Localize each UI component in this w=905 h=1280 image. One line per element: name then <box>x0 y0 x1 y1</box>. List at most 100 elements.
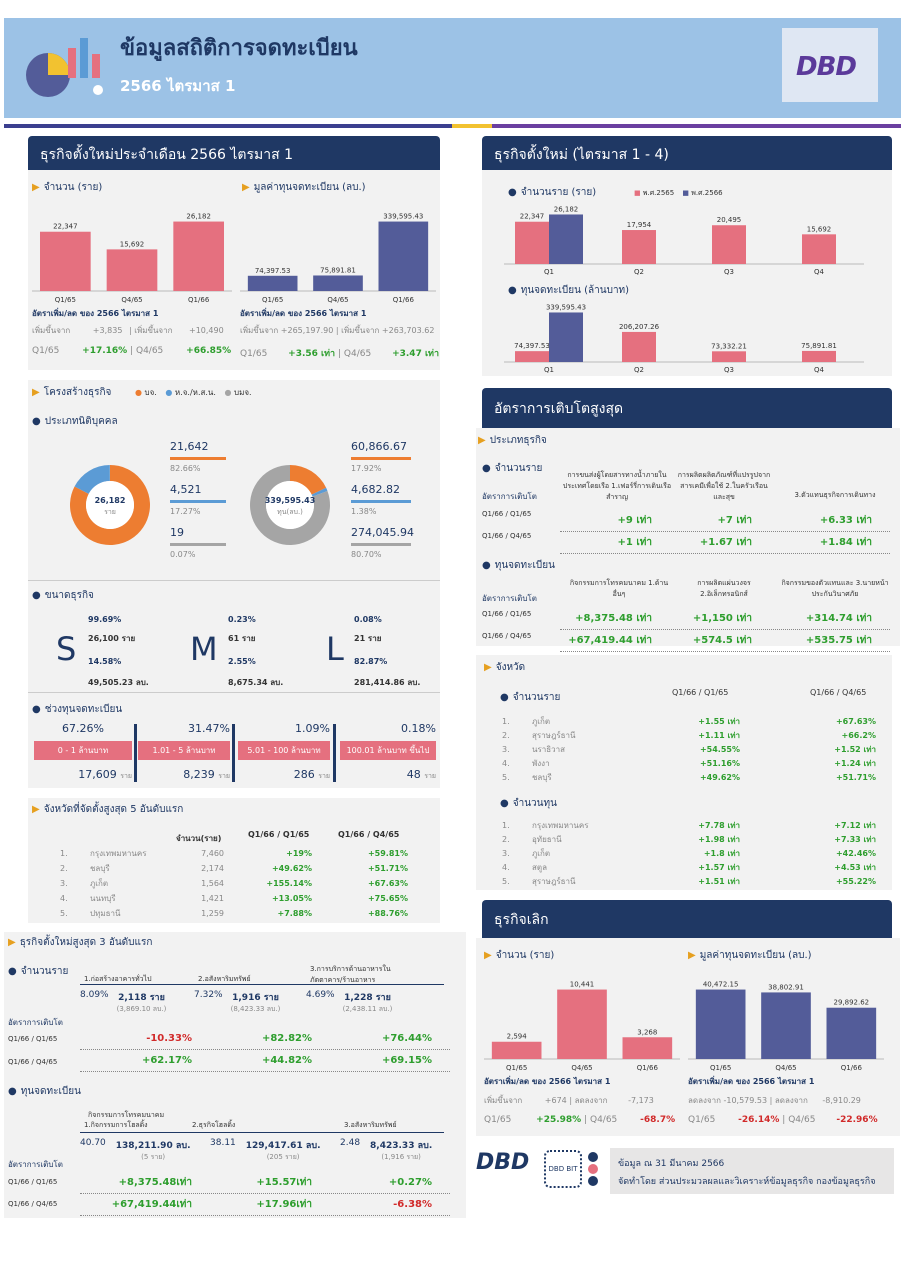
capital-label: ▶ มูลค่าทุนจดทะเบียน (ลบ.) <box>242 182 366 193</box>
value-label: 3,268 <box>637 1028 657 1036</box>
type-header: 3.ตัวแทนธุรกิจการเดินทาง <box>794 491 876 499</box>
bar <box>549 214 583 264</box>
value-label: 15,692 <box>807 225 832 233</box>
growth-row: +9 เท่า +7 เท่า +6.33 เท่า <box>560 510 890 532</box>
table-row: 3. นราธิวาส +54.55% +1.52 เท่า <box>502 744 876 754</box>
donut-slice <box>70 465 150 545</box>
section-title: อัตราการเติบโตสูงสุด <box>482 388 892 430</box>
type-header: กิจกรรมของตัวแทนและ 3.นายหน้าประกันวินาศ… <box>781 579 889 598</box>
table-row: 3. ภูเก็ต +1.8 เท่า +42.46% <box>502 848 876 858</box>
footer-info-box <box>610 1148 894 1194</box>
rate-label: อัตราเพิ่ม/ลด ของ 2566 ไตรมาส 1 <box>32 309 159 318</box>
structure-label: ▶ โครงสร้างธุรกิจ <box>32 387 112 398</box>
section-title: ธุรกิจเลิก <box>482 900 892 940</box>
growth-value: +574.5 เท่า <box>692 635 752 646</box>
type-value: 4.69% 1,228 ราย (2,438.11 ลบ.) <box>306 990 393 1013</box>
period-label: Q1/66 / Q4/65 <box>482 632 532 640</box>
bar <box>826 1007 877 1059</box>
value-label: 22,347 <box>53 223 77 231</box>
range-separator <box>134 724 137 782</box>
rate-label: อัตราเพิ่ม/ลด ของ 2566 ไตรมาส 1 <box>688 1077 815 1086</box>
type-header: การผลิตผลิตภัณฑ์ที่แปรรูปจากสารเคมีเพื่อ… <box>677 471 771 501</box>
social-icons <box>588 1152 598 1188</box>
monthly-capital-chart: 74,397.53 Q1/65 75,891.81 Q4/65 339,595.43 Q1… <box>240 213 436 304</box>
table-row: 2. สุราษฎร์ธานี +1.11 เท่า +66.2% <box>502 730 876 740</box>
facebook-icon[interactable] <box>588 1152 598 1162</box>
x-tick-label: Q1/65 <box>55 296 76 304</box>
legend-pct: 1.38% <box>351 507 377 516</box>
size-letter: S <box>56 630 77 668</box>
table-row: 5. ชลบุรี +49.62% +51.71% <box>502 772 876 782</box>
growth-rate-label: อัตราการเติบโต <box>482 594 537 603</box>
growth-row: -10.33% +82.82% +76.44% <box>80 1028 450 1050</box>
divider <box>452 124 901 128</box>
type-header: การขนส่งผู้โดยสารทางน้ำภายในประเทศโดยเรื… <box>562 471 672 501</box>
size-s-stats: 99.69% 26,100 ราย 14.58% 49,505.23 ลบ. <box>88 615 149 687</box>
count-rate-row: Q1/65 +17.16% | Q4/65 +66.85% <box>32 346 232 356</box>
value-label: 74,397.53 <box>514 342 550 350</box>
period-label: Q1/66 / Q1/65 <box>482 510 532 518</box>
top3-count-label: ● จำนวนราย <box>8 966 69 977</box>
structure-panel <box>28 380 440 788</box>
donut-slice <box>250 465 330 545</box>
x-tick-label: Q3 <box>724 268 734 276</box>
growth-value: +7 เท่า <box>717 515 752 526</box>
legend-value: 4,682.82 <box>351 483 400 496</box>
type-pre: กิจกรรมการโทรคมนาคม <box>88 1111 165 1119</box>
x-tick-label: Q2 <box>634 268 644 276</box>
section-title: ธุรกิจตั้งใหม่ประจำเดือน 2566 ไตรมาส 1 <box>28 136 440 174</box>
growth-row: +67,419.44 เท่า +574.5 เท่า +535.75 เท่า <box>560 630 890 652</box>
size-letter: L <box>326 630 344 668</box>
growth-row: +62.17% +44.82% +69.15% <box>80 1050 450 1072</box>
closed-count-chart: 2,594 Q1/65 10,441 Q4/65 3,268 Q1/66 <box>484 981 680 1072</box>
range-separator <box>232 724 235 782</box>
growth-value: +82.82% <box>261 1033 312 1044</box>
growth-value: +1 เท่า <box>617 537 652 548</box>
type-header: 3.การบริการด้านอาหารในภัตตาคาร/ร้านอาหาร <box>310 965 391 984</box>
growth-value: +1,150 เท่า <box>692 613 752 624</box>
donut2-legend: 60,866.67 17.92% 4,682.82 1.38% 274,045.… <box>351 440 414 559</box>
donut1-legend: 21,642 82.66% 4,521 17.27% 19 0.07% <box>170 440 226 559</box>
growth-value: +1.84 เท่า <box>819 537 872 548</box>
period-label: Q1/66 / Q1/65 <box>8 1035 58 1043</box>
growth-value: +535.75 เท่า <box>805 635 872 646</box>
range-card: 1.09% 5.01 - 100 ล้านบาท 286 ราย <box>238 722 330 782</box>
x-tick-label: Q1/65 <box>710 1064 731 1072</box>
closed-count-label: ▶ จำนวน (ราย) <box>484 950 555 961</box>
x-tick-label: Q1 <box>544 268 554 276</box>
count-inc-row: เพิ่มขึ้นจาก +3,835 | เพิ่มขึ้นจาก +10,4… <box>32 326 224 335</box>
juristic-capital-donut <box>250 465 330 545</box>
closed-cap-rate: Q1/65 -26.14% | Q4/65 -22.96% <box>688 1115 878 1125</box>
growth-count-values: +9 เท่า +7 เท่า +6.33 เท่า +1 เท่า +1.67 เท่… <box>560 510 890 554</box>
range-label: ● ช่วงทุนจดทะเบียน <box>32 704 123 715</box>
dbd-logo: DBD <box>796 52 857 82</box>
period-label: Q1/66 / Q1/65 <box>482 610 532 618</box>
col-header: Q1/66 / Q1/65 <box>672 688 729 697</box>
bar <box>515 221 549 264</box>
table-row: 4. พังงา +51.16% +1.24 เท่า <box>502 758 876 768</box>
table-row: 2. ชลบุรี 2,174 +49.62% +51.71% <box>60 864 408 873</box>
bar <box>622 331 656 362</box>
value-label: 75,891.81 <box>320 266 356 274</box>
donut-center-value: 339,595.43 <box>264 496 316 505</box>
line-icon[interactable] <box>588 1176 598 1186</box>
bar <box>515 351 549 362</box>
top3-panel <box>4 932 466 1218</box>
youtube-icon[interactable] <box>588 1164 598 1174</box>
province-cap-table: 1. กรุงเทพมหานคร +7.78 เท่า +7.12 เท่า 2.… <box>502 818 882 888</box>
legend-value: 4,521 <box>170 483 202 496</box>
bar <box>313 275 363 291</box>
legend-pct: 17.27% <box>170 507 201 516</box>
value-label: 26,182 <box>186 213 211 221</box>
legend-value: 60,866.67 <box>351 440 407 453</box>
col-header: Q1/66 / Q4/65 <box>810 688 867 697</box>
legend-value: 21,642 <box>170 440 209 453</box>
bar <box>622 1037 673 1059</box>
size-label: ● ขนาดธุรกิจ <box>32 590 94 601</box>
footer-date: ข้อมูล ณ 31 มีนาคม 2566 <box>618 1159 725 1169</box>
x-tick-label: Q4/65 <box>327 296 348 304</box>
table-row: 1. กรุงเทพมหานคร +7.78 เท่า +7.12 เท่า <box>502 820 876 830</box>
legend-pct: 80.70% <box>351 550 382 559</box>
value-label: 38,802.91 <box>768 983 804 991</box>
header-banner <box>4 18 901 118</box>
